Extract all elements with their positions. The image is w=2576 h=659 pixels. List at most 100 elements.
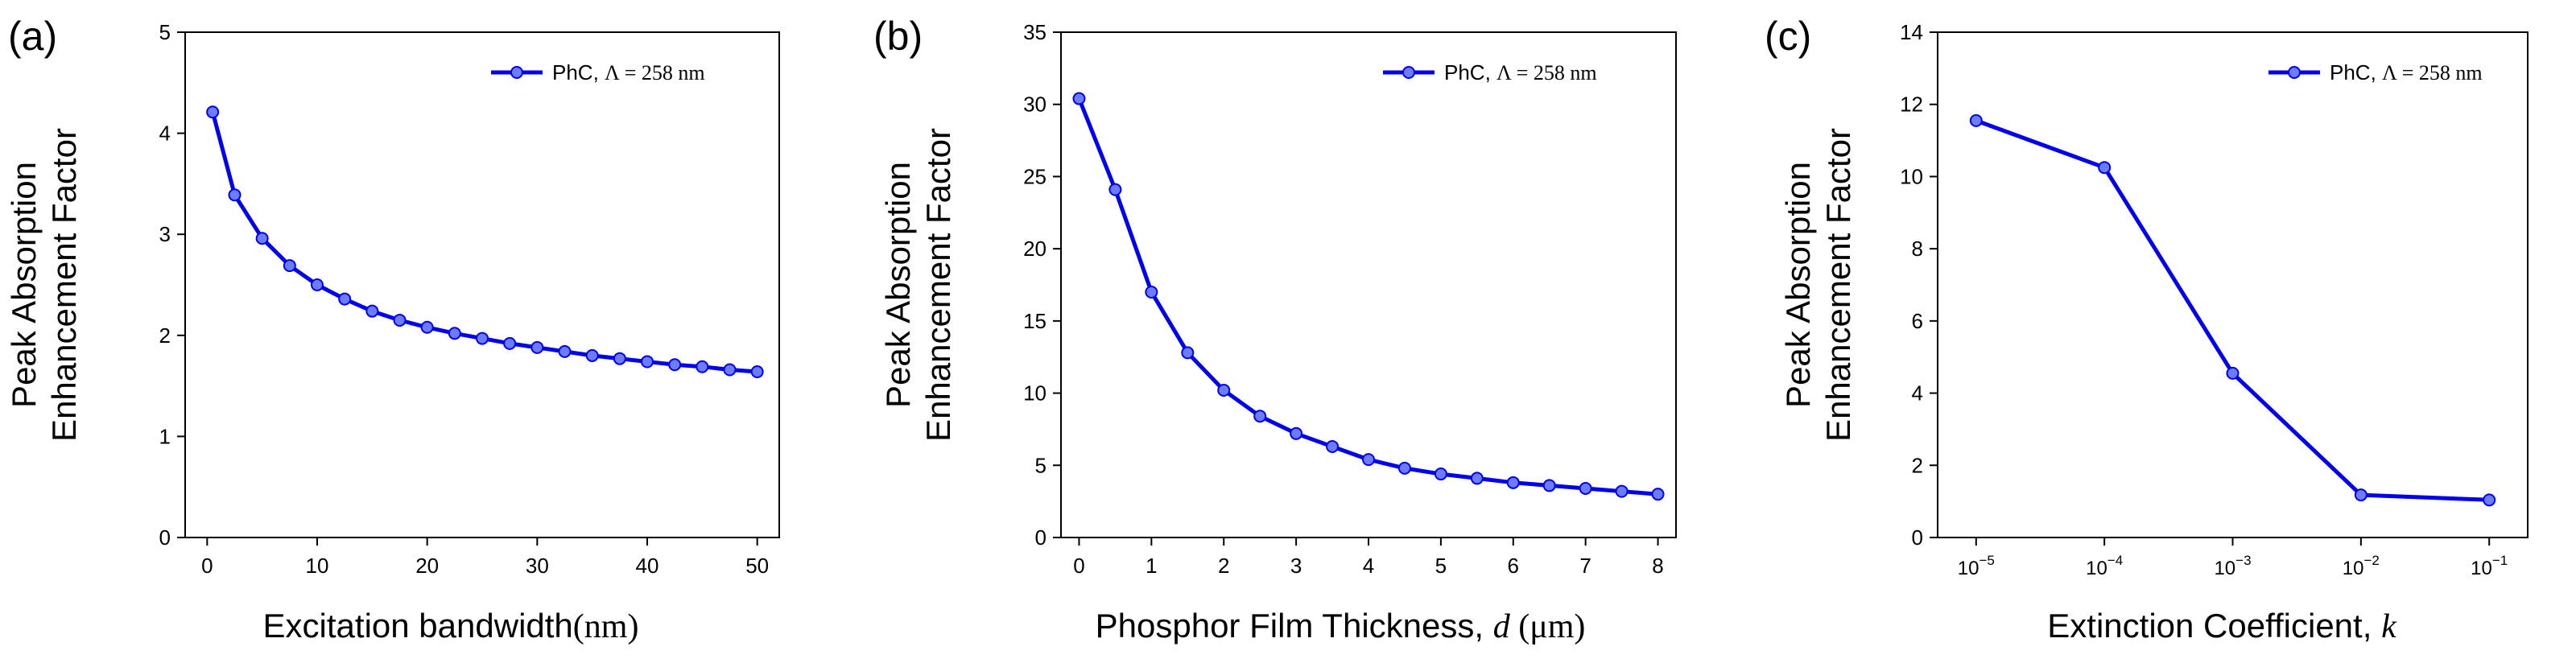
x-tick-label: 3 bbox=[1290, 554, 1302, 578]
x-tick-label: 6 bbox=[1508, 554, 1519, 578]
x-tick-exponent: −1 bbox=[2492, 553, 2508, 568]
x-tick-label: 8 bbox=[1652, 554, 1663, 578]
y-tick-label: 4 bbox=[1912, 381, 1923, 406]
data-point bbox=[613, 352, 626, 365]
legend-marker bbox=[2288, 66, 2301, 79]
y-tick-label: 4 bbox=[159, 122, 171, 146]
plot-frame bbox=[1937, 31, 2529, 538]
x-tick-base: 10 bbox=[2343, 558, 2364, 579]
y-axis-label-line2: Enhancement Factor bbox=[1819, 128, 1857, 442]
data-point bbox=[283, 259, 296, 273]
data-point bbox=[668, 358, 682, 372]
data-point bbox=[2483, 493, 2496, 507]
data-point bbox=[530, 340, 544, 354]
x-tick-base: 10 bbox=[2086, 558, 2107, 579]
x-axis-label-variable: d bbox=[1493, 608, 1511, 645]
y-tick-label: 25 bbox=[1023, 164, 1046, 188]
data-point bbox=[2226, 366, 2240, 380]
data-point bbox=[255, 232, 269, 245]
data-point bbox=[1181, 346, 1195, 360]
legend-label: PhC, Λ = 258 nm bbox=[1444, 60, 1597, 84]
x-tick-label: 7 bbox=[1579, 554, 1591, 578]
legend-label-suffix: = 258 nm bbox=[619, 61, 704, 84]
data-point bbox=[1253, 410, 1267, 423]
data-point bbox=[476, 332, 489, 345]
x-tick-label: 10−5 bbox=[1958, 553, 1995, 579]
y-tick-label: 0 bbox=[1035, 525, 1046, 550]
x-axis-label: Extinction Coefficient, k bbox=[2047, 607, 2397, 645]
series-line bbox=[1077, 97, 1658, 496]
data-point bbox=[558, 344, 572, 358]
data-point bbox=[448, 327, 461, 340]
data-point bbox=[641, 355, 654, 369]
x-tick-label: 40 bbox=[636, 554, 659, 578]
y-tick-label: 0 bbox=[159, 525, 171, 550]
x-tick-label: 1 bbox=[1146, 554, 1157, 578]
legend-label: PhC, Λ = 258 nm bbox=[552, 60, 705, 84]
data-point bbox=[723, 363, 737, 377]
y-tick-label: 2 bbox=[159, 323, 171, 348]
data-point bbox=[1542, 479, 1556, 492]
data-point bbox=[311, 278, 324, 291]
x-tick-label: 30 bbox=[526, 554, 549, 578]
data-point bbox=[1506, 476, 1520, 489]
data-point bbox=[1615, 484, 1629, 498]
legend-marker bbox=[1402, 66, 1415, 79]
x-tick-label: 10−1 bbox=[2471, 553, 2508, 579]
y-tick-label: 1 bbox=[159, 424, 171, 448]
data-point bbox=[1362, 453, 1375, 467]
y-tick-label: 0 bbox=[1912, 525, 1923, 550]
data-point bbox=[1397, 461, 1411, 475]
y-tick-label: 10 bbox=[1023, 381, 1046, 406]
data-point bbox=[1217, 383, 1231, 397]
y-tick-label: 2 bbox=[1912, 453, 1923, 477]
data-point bbox=[2098, 161, 2112, 175]
data-point bbox=[1470, 472, 1484, 485]
data-point bbox=[2354, 488, 2368, 502]
x-tick-exponent: −5 bbox=[1979, 553, 1994, 568]
x-tick-label: 4 bbox=[1363, 554, 1374, 578]
x-axis-label-unit: (μm) bbox=[1510, 608, 1586, 645]
data-point bbox=[696, 360, 709, 373]
legend-label: PhC, Λ = 258 nm bbox=[2330, 60, 2483, 84]
x-tick-exponent: −4 bbox=[2107, 553, 2123, 568]
plot-frame bbox=[184, 31, 780, 538]
chart-panel-a: (a) 0 10 20 30 40 50 0 1 2 3 4 5 Excitation bandwidth… bbox=[5, 14, 780, 645]
data-point bbox=[585, 348, 599, 362]
x-tick-label: 2 bbox=[1218, 554, 1229, 578]
y-tick-label: 3 bbox=[159, 222, 171, 246]
y-tick-label: 20 bbox=[1023, 237, 1046, 261]
y-tick-label: 14 bbox=[1900, 20, 1923, 44]
y-tick-label: 5 bbox=[1035, 453, 1046, 477]
data-point bbox=[1326, 439, 1340, 453]
data-point bbox=[1108, 183, 1122, 196]
x-tick-base: 10 bbox=[1958, 558, 1979, 579]
x-tick-base: 10 bbox=[2214, 558, 2235, 579]
legend-marker bbox=[510, 66, 523, 79]
legend-label-suffix: = 258 nm bbox=[1511, 61, 1596, 84]
data-point bbox=[1072, 92, 1086, 105]
x-tick-exponent: −2 bbox=[2364, 553, 2380, 568]
legend-label-symbol: Λ bbox=[1496, 61, 1512, 84]
y-axis-label-line2: Enhancement Factor bbox=[45, 128, 83, 442]
y-tick-label: 6 bbox=[1912, 309, 1923, 333]
x-axis-label-text: Extinction Coefficient, bbox=[2047, 607, 2381, 645]
x-tick-label: 10 bbox=[306, 554, 329, 578]
legend-label-prefix: PhC, bbox=[1444, 60, 1496, 84]
data-point bbox=[420, 320, 434, 334]
data-point bbox=[365, 304, 379, 318]
x-tick-label: 20 bbox=[415, 554, 439, 578]
data-point bbox=[1969, 113, 1983, 127]
y-tick-label: 12 bbox=[1900, 93, 1923, 117]
data-point bbox=[1290, 426, 1303, 440]
data-point bbox=[393, 313, 407, 327]
y-tick-label: 35 bbox=[1023, 20, 1046, 44]
panel-label: (c) bbox=[1765, 14, 1811, 59]
legend-label-prefix: PhC, bbox=[2330, 60, 2382, 84]
x-tick-label: 10−4 bbox=[2086, 553, 2123, 579]
x-axis-label: Phosphor Film Thickness, d (μm) bbox=[1096, 607, 1586, 645]
y-tick-label: 10 bbox=[1900, 164, 1923, 188]
legend-label-symbol: Λ bbox=[2382, 61, 2397, 84]
x-tick-exponent: −3 bbox=[2235, 553, 2251, 568]
